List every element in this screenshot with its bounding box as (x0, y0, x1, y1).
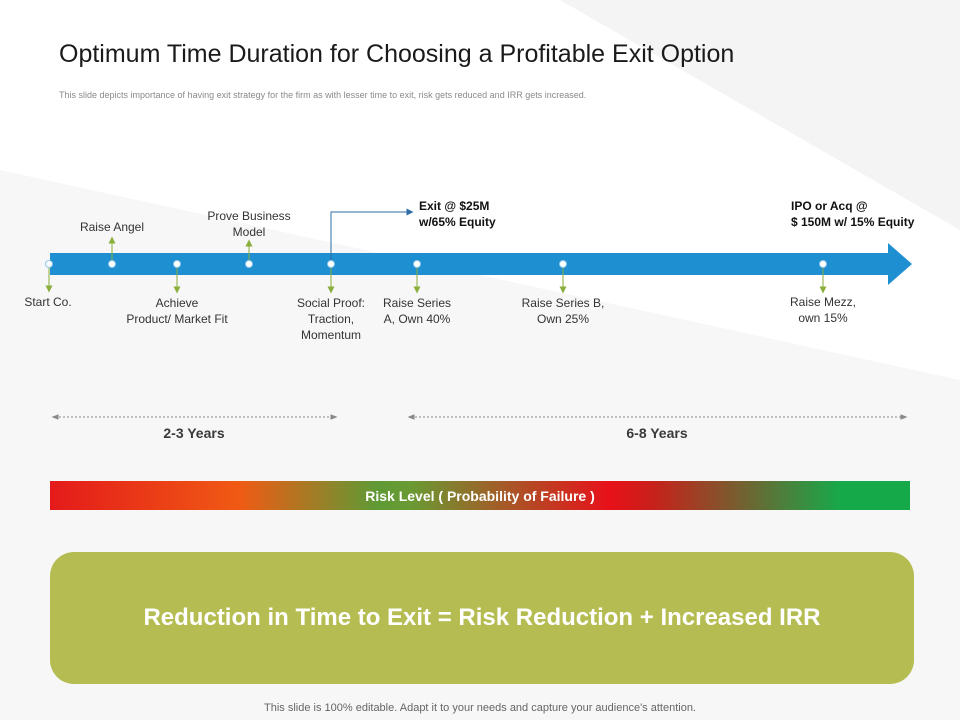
risk-level-label: Risk Level ( Probability of Failure ) (365, 487, 595, 504)
milestone-raise-angel: Raise Angel (79, 220, 145, 234)
milestone-dot (173, 260, 181, 268)
footer-note: This slide is 100% editable. Adapt it to… (264, 702, 696, 714)
timeline-arrow (50, 243, 912, 285)
milestone-prove-business-model: Prove Business Model (207, 209, 291, 239)
page-title: Optimum Time Duration for Choosing a Pro… (59, 40, 735, 68)
milestone-dot (245, 260, 253, 268)
page-subtitle: This slide depicts importance of having … (59, 90, 587, 100)
duration-short-label: 2-3 Years (163, 425, 225, 441)
milestone-dot (327, 260, 335, 268)
exit-label-25m: Exit @ $25M w/65% Equity (419, 199, 496, 229)
milestone-dot (819, 260, 827, 268)
milestone-series-a: Raise Series A, Own 40% (382, 296, 452, 326)
summary-box: Reduction in Time to Exit = Risk Reducti… (50, 552, 914, 684)
exit-connector (330, 208, 414, 260)
milestone-achieve-fit: Achieve Product/ Market Fit (126, 296, 228, 326)
duration-long-label: 6-8 Years (626, 425, 688, 441)
milestone-dot (45, 260, 53, 268)
summary-text: Reduction in Time to Exit = Risk Reducti… (143, 604, 821, 631)
milestone-start-co: Start Co. (24, 295, 72, 309)
milestone-mezz: Raise Mezz, own 15% (789, 295, 857, 325)
risk-level-bar: Risk Level ( Probability of Failure ) (50, 481, 910, 510)
milestone-series-b: Raise Series B, Own 25% (521, 296, 605, 326)
milestone-dot (559, 260, 567, 268)
milestone-dot (413, 260, 421, 268)
milestone-social-proof: Social Proof: Traction, Momentum (296, 296, 366, 342)
milestone-dot (108, 260, 116, 268)
exit-label-ipo: IPO or Acq @ $ 150M w/ 15% Equity (791, 199, 915, 229)
